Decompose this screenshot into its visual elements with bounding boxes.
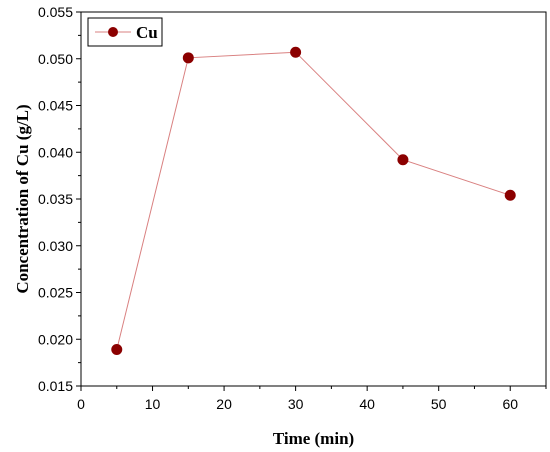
- data-point: [504, 189, 516, 201]
- x-tick-label: 30: [288, 396, 304, 412]
- data-point: [111, 344, 123, 356]
- x-axis-title: Time (min): [273, 429, 354, 448]
- y-tick-label: 0.045: [38, 98, 73, 114]
- data-point: [290, 46, 302, 58]
- x-axis-ticks: 0 10 20 30 40 50 60: [77, 386, 547, 412]
- x-tick-label: 60: [502, 396, 518, 412]
- y-axis-ticks: 0.015 0.020 0.025 0.030 0.035 0.040 0.045 0.050…: [38, 4, 81, 394]
- y-tick-label: 0.050: [38, 51, 73, 67]
- legend: Cu: [87, 17, 163, 47]
- data-point: [182, 52, 194, 64]
- data-point: [397, 154, 409, 166]
- x-tick-label: 10: [145, 396, 161, 412]
- y-axis-title: Concentration of Cu (g/L): [13, 104, 32, 293]
- legend-label-cu: Cu: [136, 23, 158, 42]
- y-tick-label: 0.015: [38, 378, 73, 394]
- plot-frame: [80, 11, 547, 387]
- y-tick-label: 0.025: [38, 285, 73, 301]
- y-tick-label: 0.030: [38, 238, 73, 254]
- y-tick-label: 0.020: [38, 331, 73, 347]
- y-tick-label: 0.055: [38, 4, 73, 20]
- series-cu: [111, 46, 516, 356]
- series-line: [116, 51, 511, 350]
- x-tick-label: 50: [431, 396, 447, 412]
- y-tick-label: 0.035: [38, 191, 73, 207]
- x-tick-label: 40: [359, 396, 375, 412]
- legend-marker: [108, 27, 118, 37]
- y-tick-label: 0.040: [38, 144, 73, 160]
- x-tick-label: 20: [216, 396, 232, 412]
- x-tick-label: 0: [77, 396, 85, 412]
